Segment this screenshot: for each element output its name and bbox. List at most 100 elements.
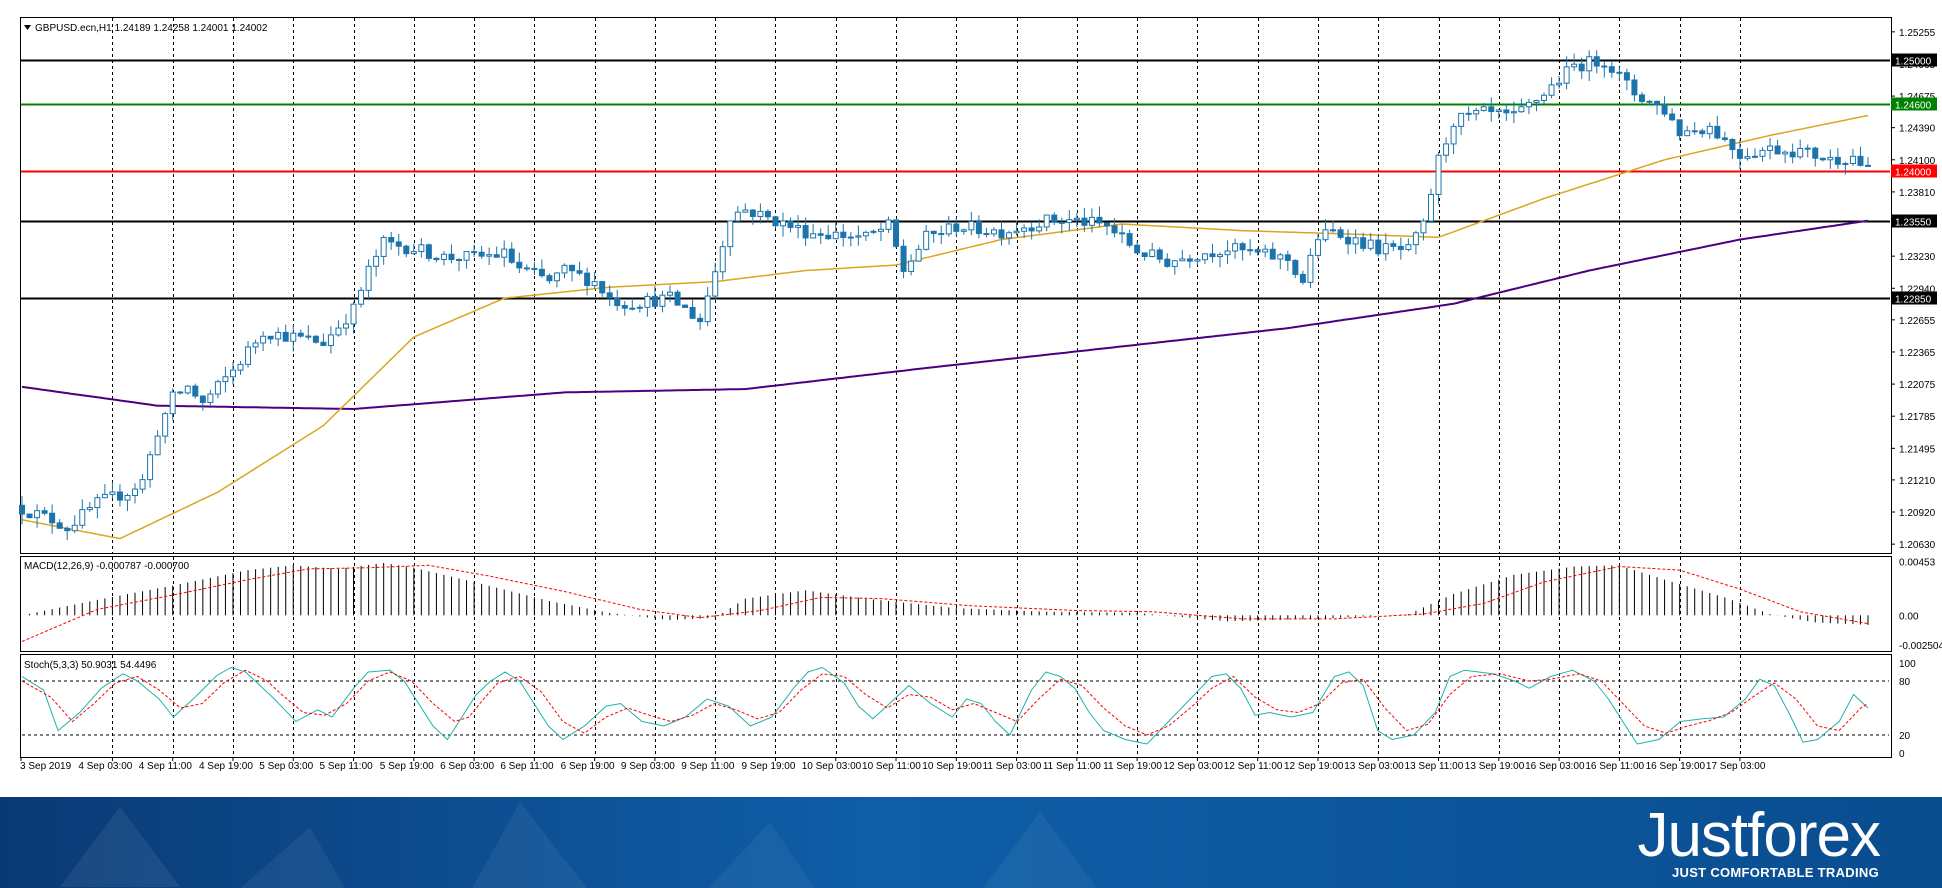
candle-body (1269, 248, 1276, 260)
candle-body (1684, 130, 1691, 137)
candle-body (1443, 143, 1450, 156)
candle-body (64, 527, 71, 532)
candle-body (576, 270, 583, 274)
candle-body (1088, 216, 1095, 226)
ma-short-line (21, 114, 1869, 540)
candle-body (1111, 225, 1118, 234)
candle-body (523, 267, 530, 270)
candle-body (1337, 229, 1344, 238)
stoch-tick-label: 80 (1899, 677, 1911, 688)
collapse-triangle-icon[interactable] (24, 25, 31, 30)
time-tick-label: 4 Sep 19:00 (199, 761, 253, 772)
time-tick-label: 12 Sep 19:00 (1284, 761, 1344, 772)
price-tick-label: 1.22365 (1899, 348, 1936, 359)
candle-body (802, 225, 809, 239)
time-tick-label: 16 Sep 19:00 (1646, 761, 1706, 772)
candle-body (877, 228, 884, 232)
candle-body (689, 306, 696, 319)
candle-body (697, 317, 704, 323)
candle-body (772, 216, 779, 227)
candle-body (1865, 164, 1871, 167)
candle-body (1676, 119, 1683, 137)
candle-body (297, 332, 304, 337)
candle-body (1156, 249, 1163, 260)
candle-body (275, 331, 282, 340)
price-tick-label: 1.21495 (1899, 444, 1936, 455)
time-tick-label: 11 Sep 03:00 (983, 761, 1042, 772)
time-tick-label: 11 Sep 11:00 (1043, 761, 1101, 772)
candle-body (1141, 252, 1148, 258)
candle-body (1654, 100, 1661, 106)
candle-body (139, 479, 146, 490)
candle-body (1314, 239, 1321, 256)
candle-body (614, 297, 621, 307)
candle-body (1096, 216, 1103, 224)
candle-body (983, 233, 990, 236)
price-tick-label: 1.24390 (1899, 124, 1936, 135)
candle-body (1345, 236, 1352, 245)
candle-body (1503, 109, 1510, 114)
candle-body (290, 332, 297, 342)
time-axis: 3 Sep 2019 4 Sep 03:00 4 Sep 11:00 4 Sep 19… (20, 757, 1766, 772)
price-tick-label: 1.21210 (1899, 476, 1936, 487)
macd-indicator: 0.00453 0.00 -0.002504 (21, 557, 1942, 652)
candle-body (546, 275, 553, 282)
candle-body (471, 251, 478, 254)
candle-body (1382, 243, 1389, 255)
candle-body (41, 510, 48, 514)
ma-long-line (21, 219, 1869, 411)
candle-body (764, 210, 771, 218)
price-tick-label: 1.22075 (1899, 380, 1936, 391)
candle-body (1578, 63, 1585, 72)
candle-body (1134, 244, 1141, 254)
candle-body (599, 281, 606, 294)
candle-body (184, 385, 191, 394)
stoch-tick-label: 100 (1899, 659, 1916, 670)
symbol-ohlc-label: GBPUSD.ecn,H1 1.24189 1.24258 1.24001 1.… (35, 23, 268, 34)
time-tick-label: 11 Sep 19:00 (1103, 761, 1162, 772)
candle-body (1036, 226, 1043, 232)
price-tick-label: 1.20920 (1899, 508, 1936, 519)
candle-body (1842, 163, 1849, 166)
time-tick-label: 4 Sep 11:00 (139, 761, 193, 772)
candle-body (222, 376, 229, 383)
candle-body (923, 230, 930, 250)
time-tick-label: 13 Sep 03:00 (1344, 761, 1404, 772)
candle-body (1194, 259, 1201, 262)
candle-body (486, 254, 493, 257)
candle-body (975, 221, 982, 235)
candle-body (1827, 156, 1834, 161)
time-tick-label: 12 Sep 03:00 (1163, 761, 1223, 772)
candle-body (990, 229, 997, 235)
trading-chart[interactable]: 1.252551.249651.246751.243901.241001.238… (0, 0, 1942, 797)
level-price-tag: 1.22850 (1891, 291, 1937, 306)
candle-body (908, 260, 915, 272)
candle-body (1397, 245, 1404, 250)
candle-body (1420, 220, 1427, 234)
candle-body (1563, 66, 1570, 84)
candle-body (1804, 147, 1811, 150)
macd-tick-label: 0.00453 (1899, 557, 1936, 568)
candle-body (162, 413, 169, 437)
level-price-labels: 1.25000 1.24600 1.24000 1.23550 1.22850 (1891, 53, 1937, 306)
time-tick-label: 9 Sep 03:00 (621, 761, 675, 772)
candle-body (312, 335, 319, 343)
candle-body (998, 229, 1005, 239)
candle-body (418, 244, 425, 253)
candle-body (26, 513, 33, 519)
candle-body (900, 245, 907, 272)
candle-body (1533, 100, 1540, 103)
decor-shape (980, 812, 1100, 888)
candle-body (651, 295, 658, 307)
candle-body (1367, 239, 1374, 249)
candle-body (1435, 154, 1442, 195)
candle-body (1232, 243, 1239, 252)
vertical-grid (112, 18, 1741, 757)
candle-body (1714, 125, 1721, 139)
candle-body (229, 369, 236, 378)
candle-body (1013, 230, 1020, 234)
candle-body (1646, 100, 1653, 103)
candle-body (591, 281, 598, 286)
candle-body (1548, 84, 1555, 96)
candle-body (124, 494, 131, 501)
